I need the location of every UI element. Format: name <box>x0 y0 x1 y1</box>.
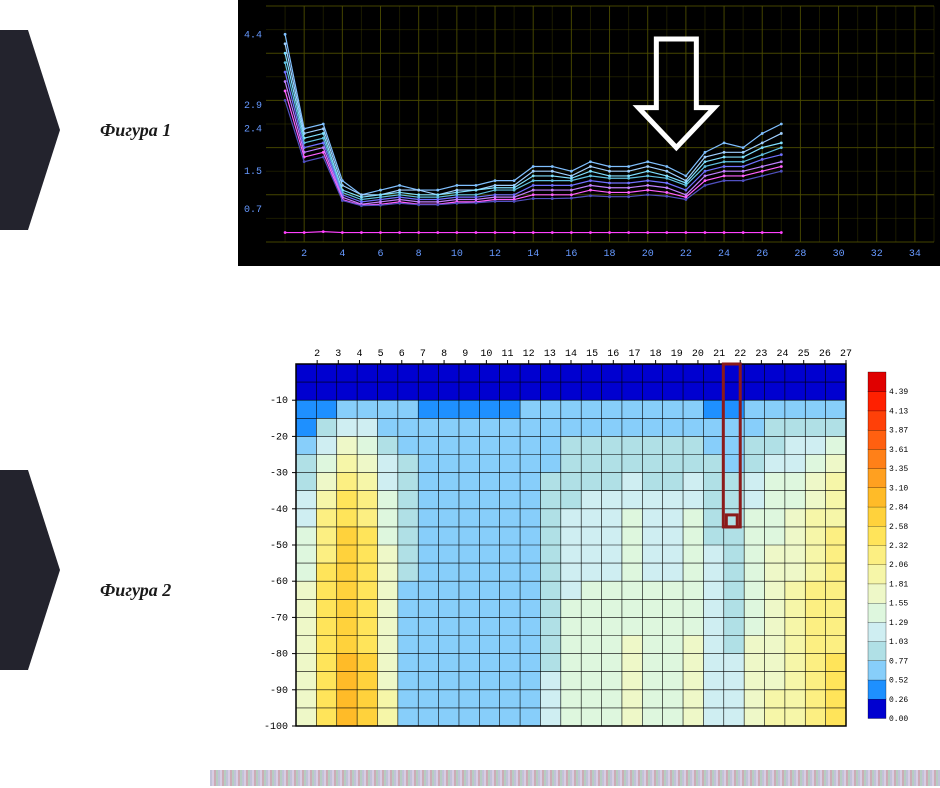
svg-text:3.35: 3.35 <box>889 465 908 474</box>
svg-text:24: 24 <box>718 249 730 260</box>
svg-text:-30: -30 <box>270 469 288 480</box>
svg-text:0.7: 0.7 <box>244 205 262 216</box>
svg-text:13: 13 <box>544 349 556 360</box>
svg-text:9: 9 <box>462 349 468 360</box>
svg-text:2.4: 2.4 <box>244 125 262 136</box>
svg-text:8: 8 <box>416 249 422 260</box>
svg-text:-90: -90 <box>270 686 288 697</box>
svg-text:25: 25 <box>798 349 810 360</box>
svg-text:0.52: 0.52 <box>889 677 908 686</box>
svg-text:15: 15 <box>586 349 598 360</box>
svg-text:22: 22 <box>734 349 746 360</box>
svg-text:21: 21 <box>713 349 725 360</box>
svg-text:26: 26 <box>819 349 831 360</box>
svg-text:3.61: 3.61 <box>889 446 908 455</box>
svg-text:16: 16 <box>565 249 577 260</box>
svg-text:4.4: 4.4 <box>244 30 262 41</box>
svg-text:2: 2 <box>301 249 307 260</box>
svg-text:20: 20 <box>692 349 704 360</box>
svg-text:34: 34 <box>909 249 921 260</box>
svg-text:24: 24 <box>777 349 789 360</box>
header-wedge-2 <box>0 470 60 670</box>
svg-text:28: 28 <box>794 249 806 260</box>
svg-text:2.58: 2.58 <box>889 523 908 532</box>
svg-text:23: 23 <box>755 349 767 360</box>
svg-text:3.10: 3.10 <box>889 484 908 493</box>
svg-text:18: 18 <box>604 249 616 260</box>
svg-text:14: 14 <box>565 349 577 360</box>
svg-text:2.06: 2.06 <box>889 561 908 570</box>
svg-text:3: 3 <box>335 349 341 360</box>
svg-text:6: 6 <box>399 349 405 360</box>
svg-text:27: 27 <box>840 349 852 360</box>
svg-text:1.5: 1.5 <box>244 167 262 178</box>
svg-text:0.26: 0.26 <box>889 696 908 705</box>
svg-text:-10: -10 <box>270 396 288 407</box>
svg-text:-100: -100 <box>264 722 288 733</box>
svg-text:2.84: 2.84 <box>889 504 908 513</box>
svg-text:-50: -50 <box>270 541 288 552</box>
svg-text:1.03: 1.03 <box>889 638 908 647</box>
svg-text:10: 10 <box>480 349 492 360</box>
svg-text:5: 5 <box>378 349 384 360</box>
svg-text:-20: -20 <box>270 432 288 443</box>
svg-text:-40: -40 <box>270 505 288 516</box>
svg-text:6: 6 <box>378 249 384 260</box>
svg-text:32: 32 <box>871 249 883 260</box>
svg-text:8: 8 <box>441 349 447 360</box>
svg-text:12: 12 <box>523 349 535 360</box>
svg-text:2.9: 2.9 <box>244 101 262 112</box>
svg-text:2: 2 <box>314 349 320 360</box>
svg-text:14: 14 <box>527 249 539 260</box>
svg-text:19: 19 <box>671 349 683 360</box>
svg-text:7: 7 <box>420 349 426 360</box>
footer-noise-bar <box>210 770 940 786</box>
svg-text:20: 20 <box>642 249 654 260</box>
svg-text:10: 10 <box>451 249 463 260</box>
svg-text:4: 4 <box>339 249 345 260</box>
svg-text:4.13: 4.13 <box>889 407 908 416</box>
svg-text:17: 17 <box>628 349 640 360</box>
svg-text:12: 12 <box>489 249 501 260</box>
header-wedge-1 <box>0 30 60 230</box>
svg-text:26: 26 <box>756 249 768 260</box>
chart-figure-1: 2468101214161820222426283032340.71.52.42… <box>238 0 940 266</box>
svg-text:-60: -60 <box>270 577 288 588</box>
svg-text:1.29: 1.29 <box>889 619 908 628</box>
svg-text:16: 16 <box>607 349 619 360</box>
svg-text:2.32: 2.32 <box>889 542 908 551</box>
svg-text:-70: -70 <box>270 613 288 624</box>
svg-text:0.77: 0.77 <box>889 657 908 666</box>
figure-2-label: Фигура 2 <box>100 580 171 601</box>
svg-text:1.81: 1.81 <box>889 580 908 589</box>
svg-text:30: 30 <box>833 249 845 260</box>
svg-text:4.39: 4.39 <box>889 388 908 397</box>
svg-text:22: 22 <box>680 249 692 260</box>
svg-text:18: 18 <box>650 349 662 360</box>
svg-text:3.87: 3.87 <box>889 427 908 436</box>
svg-text:0.00: 0.00 <box>889 715 908 724</box>
chart-figure-2: 2345678910111213141516171819202122232425… <box>238 340 918 738</box>
svg-text:4: 4 <box>356 349 362 360</box>
svg-text:1.55: 1.55 <box>889 600 908 609</box>
figure-1-label: Фигура 1 <box>100 120 171 141</box>
svg-text:-80: -80 <box>270 650 288 661</box>
svg-text:11: 11 <box>502 349 514 360</box>
